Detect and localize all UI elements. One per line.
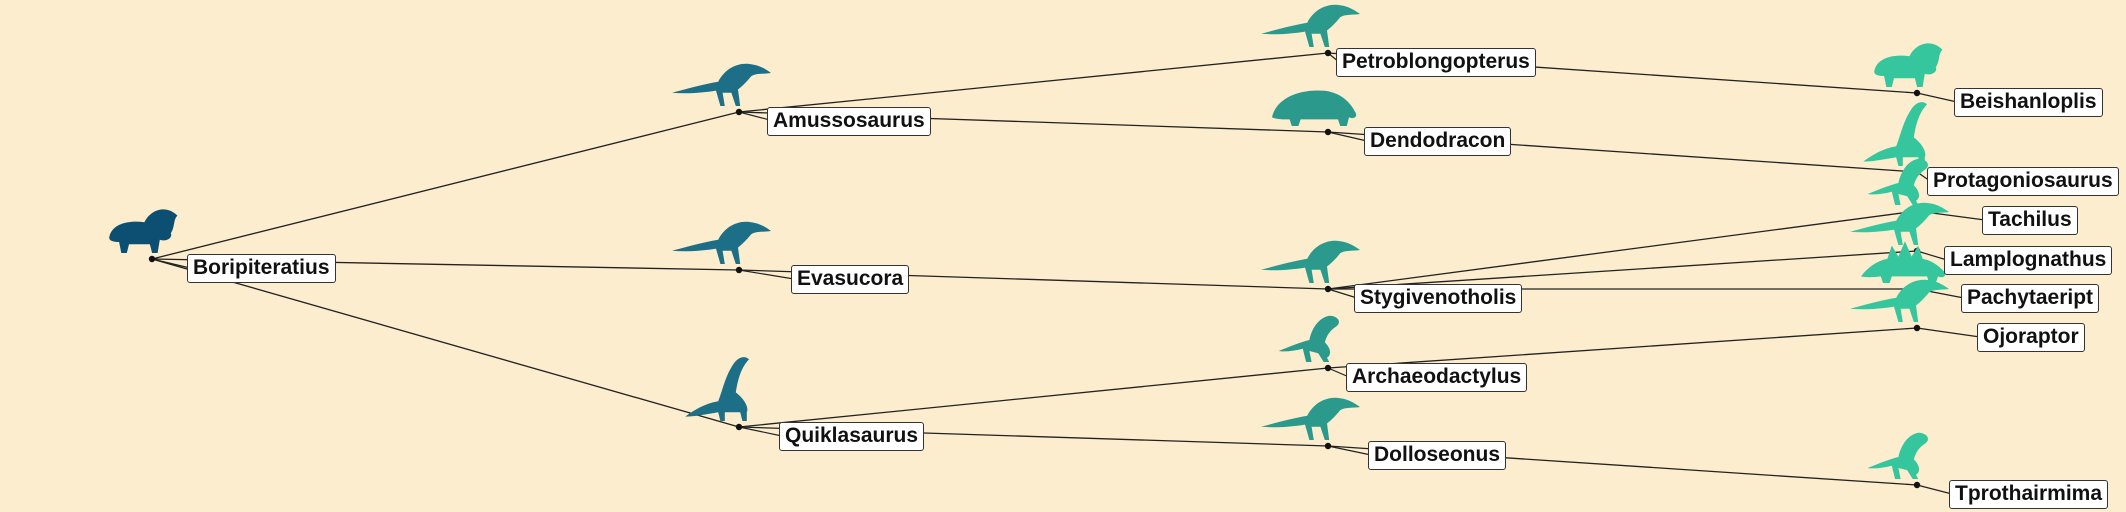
- label-petroblongopterus: Petroblongopterus: [1336, 48, 1536, 77]
- label-amussosaurus: Amussosaurus: [767, 107, 931, 136]
- stegosaur-icon: [1861, 241, 1946, 283]
- theropod-icon: [1850, 202, 1949, 245]
- theropod-icon: [1261, 240, 1360, 283]
- edge-boripiteratius-quiklasaurus: [151, 258, 740, 428]
- label-connector-stygivenotholis: [1327, 288, 1358, 299]
- label-stygivenotholis: Stygivenotholis: [1354, 284, 1523, 313]
- theropod-icon: [672, 63, 771, 106]
- edge-quiklasaurus-archaeodactylus: [738, 367, 1329, 428]
- label-protagoniosaurus: Protagoniosaurus: [1927, 167, 2119, 196]
- node-dot-quiklasaurus: [735, 423, 743, 431]
- label-connector-boripiteratius: [151, 258, 191, 269]
- node-dot-boripiteratius: [148, 255, 156, 263]
- label-tprothairmima: Tprothairmima: [1949, 480, 2109, 509]
- theropod-icon: [1261, 4, 1360, 48]
- edge-amussosaurus-petroblongopterus: [738, 52, 1329, 113]
- node-dot-ojoraptor: [1913, 324, 1921, 332]
- label-dendodracon: Dendodracon: [1364, 127, 1512, 156]
- edge-stygivenotholis-tachilus: [1327, 210, 1918, 290]
- sauropod-icon: [1863, 102, 1927, 166]
- label-archaeodactylus: Archaeodactylus: [1346, 363, 1528, 392]
- node-dot-evasucora: [735, 266, 743, 274]
- node-dot-tprothairmima: [1913, 481, 1921, 489]
- label-dolloseonus: Dolloseonus: [1368, 441, 1507, 470]
- node-dot-dolloseonus: [1324, 442, 1332, 450]
- theropod-icon: [1850, 279, 1949, 322]
- label-connector-tprothairmima: [1916, 484, 1953, 495]
- label-connector-quiklasaurus: [738, 426, 783, 437]
- label-ojoraptor: Ojoraptor: [1977, 323, 2085, 352]
- label-tachilus: Tachilus: [1982, 206, 2078, 235]
- label-beishanloplis: Beishanloplis: [1954, 88, 2103, 117]
- edge-stygivenotholis-lamplognathus: [1327, 250, 1918, 290]
- label-connector-archaeodactylus: [1327, 367, 1350, 378]
- ornithopod-icon: [1867, 432, 1928, 479]
- node-dot-dendodracon: [1324, 128, 1332, 136]
- label-connector-beishanloplis: [1916, 92, 1958, 103]
- ornithopod-icon: [1278, 315, 1339, 362]
- label-connector-lamplognathus: [1916, 250, 1948, 261]
- sauropod-icon: [685, 357, 749, 421]
- label-connector-dolloseonus: [1327, 445, 1372, 456]
- edge-boripiteratius-amussosaurus: [151, 111, 740, 260]
- edge-archaeodactylus-ojoraptor: [1327, 327, 1918, 369]
- label-evasucora: Evasucora: [791, 265, 910, 294]
- node-dot-beishanloplis: [1913, 89, 1921, 97]
- label-quiklasaurus: Quiklasaurus: [779, 422, 925, 451]
- theropod-icon: [1261, 397, 1360, 440]
- node-dot-amussosaurus: [735, 108, 743, 116]
- ceratopsian-icon: [1874, 43, 1943, 87]
- label-pachytaeript: Pachytaeript: [1961, 284, 2100, 313]
- theropod-icon: [672, 221, 771, 264]
- label-connector-amussosaurus: [738, 111, 771, 121]
- ornithopod-icon: [1867, 158, 1928, 205]
- label-connector-ojoraptor: [1916, 327, 1981, 338]
- label-connector-evasucora: [738, 269, 795, 280]
- label-boripiteratius: Boripiteratius: [187, 254, 336, 283]
- node-dot-stygivenotholis: [1324, 285, 1332, 293]
- node-dot-petroblongopterus: [1324, 49, 1332, 57]
- ankylosaur-icon: [1272, 90, 1357, 126]
- label-lamplognathus: Lamplognathus: [1944, 246, 2113, 275]
- ceratopsian-icon: [109, 209, 178, 253]
- node-dot-archaeodactylus: [1324, 364, 1332, 372]
- label-connector-dendodracon: [1327, 131, 1368, 142]
